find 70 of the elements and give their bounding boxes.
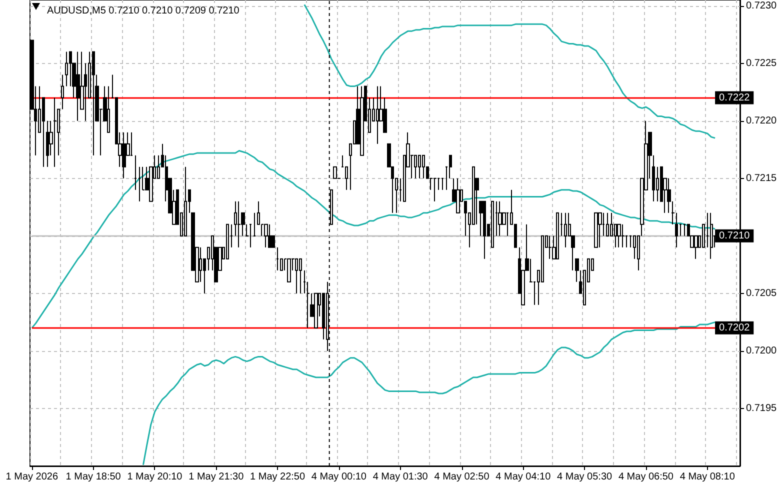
candlestick <box>694 235 698 260</box>
candlestick <box>556 212 559 260</box>
candlestick <box>295 258 298 294</box>
candlestick <box>61 74 64 110</box>
text: AUDUSD,M5 0.7210 0.7210 0.7209 0.7210 <box>47 6 240 16</box>
candlestick <box>564 212 567 248</box>
x-tick-label: 4 May 01:30 <box>372 472 428 482</box>
candlestick <box>276 246 279 271</box>
candlestick <box>237 200 241 248</box>
candlestick <box>621 224 625 248</box>
y-tick-label: 0.7220 <box>746 115 778 126</box>
candlestick <box>491 200 494 248</box>
x-tick-label: 4 May 00:10 <box>311 472 367 482</box>
candlestick <box>53 97 57 168</box>
candlestick <box>498 200 502 236</box>
candlestick <box>422 154 425 179</box>
candlestick <box>122 132 126 179</box>
y-tick-label: 0.7225 <box>746 58 778 69</box>
candlestick <box>376 86 379 144</box>
x-tick-label: 1 May 2026 <box>6 472 58 482</box>
candlestick <box>299 258 302 294</box>
ref-line-label: 0.7222 <box>719 92 750 104</box>
candlestick <box>594 212 598 248</box>
candlestick <box>483 200 486 260</box>
candlestick <box>333 166 337 179</box>
x-tick-label: 4 May 08:10 <box>680 472 736 482</box>
candlestick <box>710 212 713 260</box>
candlestick <box>46 120 49 168</box>
candlestick <box>134 154 137 190</box>
candlestick <box>107 86 110 133</box>
candlestick <box>249 224 252 248</box>
candlestick <box>268 224 272 248</box>
y-tick-label: 0.7195 <box>746 402 778 414</box>
candlestick <box>360 86 364 156</box>
candlestick <box>414 154 417 179</box>
candlestick <box>264 224 268 248</box>
candlestick <box>76 51 80 122</box>
candlestick <box>65 51 68 87</box>
candlestick <box>138 166 141 202</box>
candlestick <box>287 258 291 282</box>
line-series <box>304 4 716 139</box>
candlestick <box>253 212 256 236</box>
candlestick <box>683 224 686 236</box>
candlestick <box>130 132 133 156</box>
y-tick-label: 0.7215 <box>746 172 778 184</box>
candlestick <box>92 51 95 156</box>
y-tick-label: 0.7205 <box>746 288 778 299</box>
x-tick-label: 4 May 02:50 <box>434 472 490 482</box>
candlestick <box>433 178 437 202</box>
candlestick <box>226 224 229 260</box>
candlestick <box>314 292 318 328</box>
candlestick <box>606 212 609 236</box>
x-tick-label: 4 May 06:50 <box>618 472 674 482</box>
candlestick <box>184 166 187 236</box>
x-tick-label: 1 May 22:50 <box>250 472 306 482</box>
y-tick-label: 0.7200 <box>746 345 778 356</box>
ref-line-label: 0.7202 <box>719 322 750 334</box>
candlestick <box>441 178 444 190</box>
candlestick <box>418 154 421 179</box>
candlestick <box>548 235 552 260</box>
x-tick-label: 4 May 04:10 <box>496 472 552 482</box>
y-tick-label: 0.7230 <box>746 0 778 12</box>
x-tick-label: 1 May 18:50 <box>66 472 122 482</box>
x-tick-label: 1 May 21:30 <box>188 472 244 482</box>
candlestick <box>617 224 621 248</box>
x-tick-label: 1 May 20:10 <box>127 472 183 482</box>
ref-line-label: 0.7210 <box>719 230 750 242</box>
candlestick <box>456 178 460 214</box>
candlestick <box>598 212 602 248</box>
x-tick-label: 4 May 05:30 <box>557 472 613 482</box>
